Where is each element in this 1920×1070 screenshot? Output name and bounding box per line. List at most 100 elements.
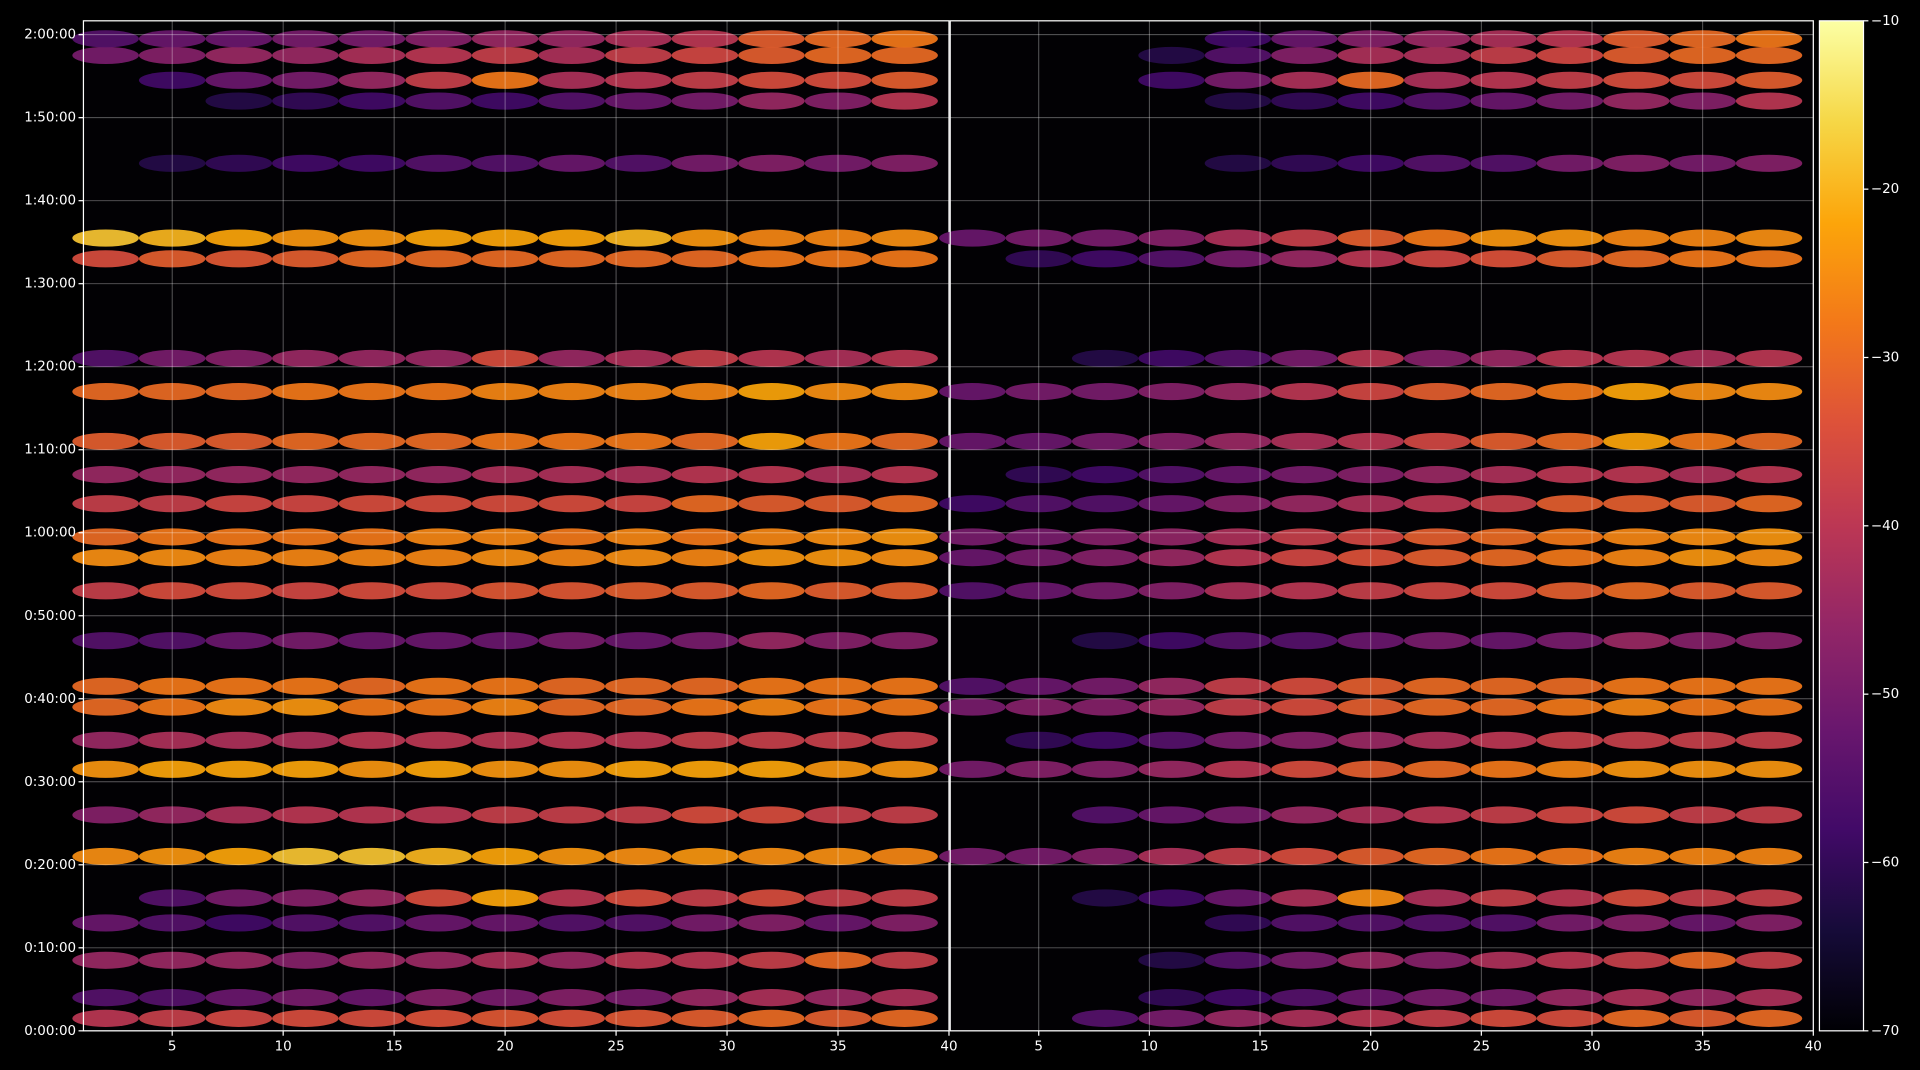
cell xyxy=(604,989,672,1007)
colorbar-tick-label: −20 xyxy=(1871,182,1899,197)
cell xyxy=(1071,432,1139,450)
cell xyxy=(538,889,605,907)
cell xyxy=(1138,677,1205,695)
cell xyxy=(1536,154,1604,172)
cell xyxy=(338,951,406,969)
cell xyxy=(1071,549,1139,567)
cell xyxy=(538,760,605,778)
cell xyxy=(738,250,805,268)
cell xyxy=(138,760,206,778)
cell xyxy=(1536,92,1604,110)
cell xyxy=(138,528,206,546)
cell xyxy=(1669,349,1736,367)
cell xyxy=(871,951,938,969)
cell xyxy=(604,731,672,749)
cell xyxy=(72,731,139,749)
x-tick-label: 5 xyxy=(1034,1040,1043,1055)
x-tick-label: 35 xyxy=(1694,1040,1711,1055)
cell xyxy=(1470,1009,1537,1027)
cell xyxy=(1669,30,1736,48)
cell xyxy=(205,989,273,1007)
cell xyxy=(671,989,739,1007)
cell xyxy=(1403,46,1471,64)
cell xyxy=(604,250,672,268)
cell xyxy=(1669,46,1736,64)
cell xyxy=(1204,30,1272,48)
cell xyxy=(1403,154,1471,172)
y-tick-label: 0:40:00 xyxy=(24,692,76,707)
cell xyxy=(1204,698,1272,716)
y-tick-label: 0:00:00 xyxy=(24,1024,76,1039)
cell xyxy=(1138,698,1205,716)
cell xyxy=(1271,989,1338,1007)
cell xyxy=(1735,466,1803,484)
cell xyxy=(804,889,872,907)
cell xyxy=(804,71,872,89)
cell xyxy=(338,71,406,89)
cell xyxy=(538,495,605,513)
cell xyxy=(1603,30,1670,48)
cell xyxy=(871,383,938,401)
colorbar-tick-label: −10 xyxy=(1871,14,1899,29)
cell xyxy=(1403,847,1471,866)
cell xyxy=(1735,582,1803,600)
cell xyxy=(205,889,273,907)
plot-frame xyxy=(82,20,950,1032)
cell xyxy=(538,46,605,64)
cell xyxy=(671,92,739,110)
cell xyxy=(604,698,672,716)
cell xyxy=(671,495,739,513)
cell xyxy=(205,1009,273,1027)
cell xyxy=(538,698,605,716)
cell xyxy=(1536,466,1604,484)
x-tick-label: 10 xyxy=(275,1040,292,1055)
cell xyxy=(1138,495,1205,513)
cell xyxy=(1603,154,1670,172)
cell xyxy=(1403,914,1471,932)
cell xyxy=(471,92,539,110)
cell xyxy=(1536,760,1604,778)
cell xyxy=(671,383,739,401)
cell xyxy=(1271,951,1338,969)
cell xyxy=(1669,466,1736,484)
cell xyxy=(1071,250,1139,268)
cell xyxy=(1669,698,1736,716)
cell xyxy=(1271,92,1338,110)
cell xyxy=(1271,632,1338,650)
cell xyxy=(1403,92,1471,110)
cell xyxy=(604,760,672,778)
cell xyxy=(804,154,872,172)
cell xyxy=(205,528,273,546)
cell xyxy=(1138,383,1205,401)
cell xyxy=(272,383,339,401)
cell xyxy=(1337,731,1404,749)
cell xyxy=(72,847,139,866)
cell xyxy=(738,677,805,695)
cell xyxy=(1337,92,1404,110)
cell xyxy=(871,46,938,64)
cell xyxy=(1071,847,1139,866)
cell xyxy=(138,889,206,907)
cell xyxy=(1271,349,1338,367)
cell xyxy=(538,528,605,546)
cell xyxy=(138,989,206,1007)
cell xyxy=(272,677,339,695)
cell xyxy=(205,383,273,401)
cell xyxy=(1536,229,1604,247)
x-tick-label: 25 xyxy=(1473,1040,1490,1055)
cell xyxy=(804,698,872,716)
cell xyxy=(1603,229,1670,247)
cell xyxy=(405,154,472,172)
cell xyxy=(871,495,938,513)
y-tick-label: 0:30:00 xyxy=(24,775,76,790)
cell xyxy=(1337,30,1404,48)
cell xyxy=(1669,229,1736,247)
cell xyxy=(272,698,339,716)
x-tick-label: 15 xyxy=(386,1040,403,1055)
cell xyxy=(1735,46,1803,64)
cell xyxy=(804,250,872,268)
cell xyxy=(1470,349,1537,367)
cell xyxy=(538,432,605,450)
cell xyxy=(871,989,938,1007)
cell xyxy=(405,951,472,969)
